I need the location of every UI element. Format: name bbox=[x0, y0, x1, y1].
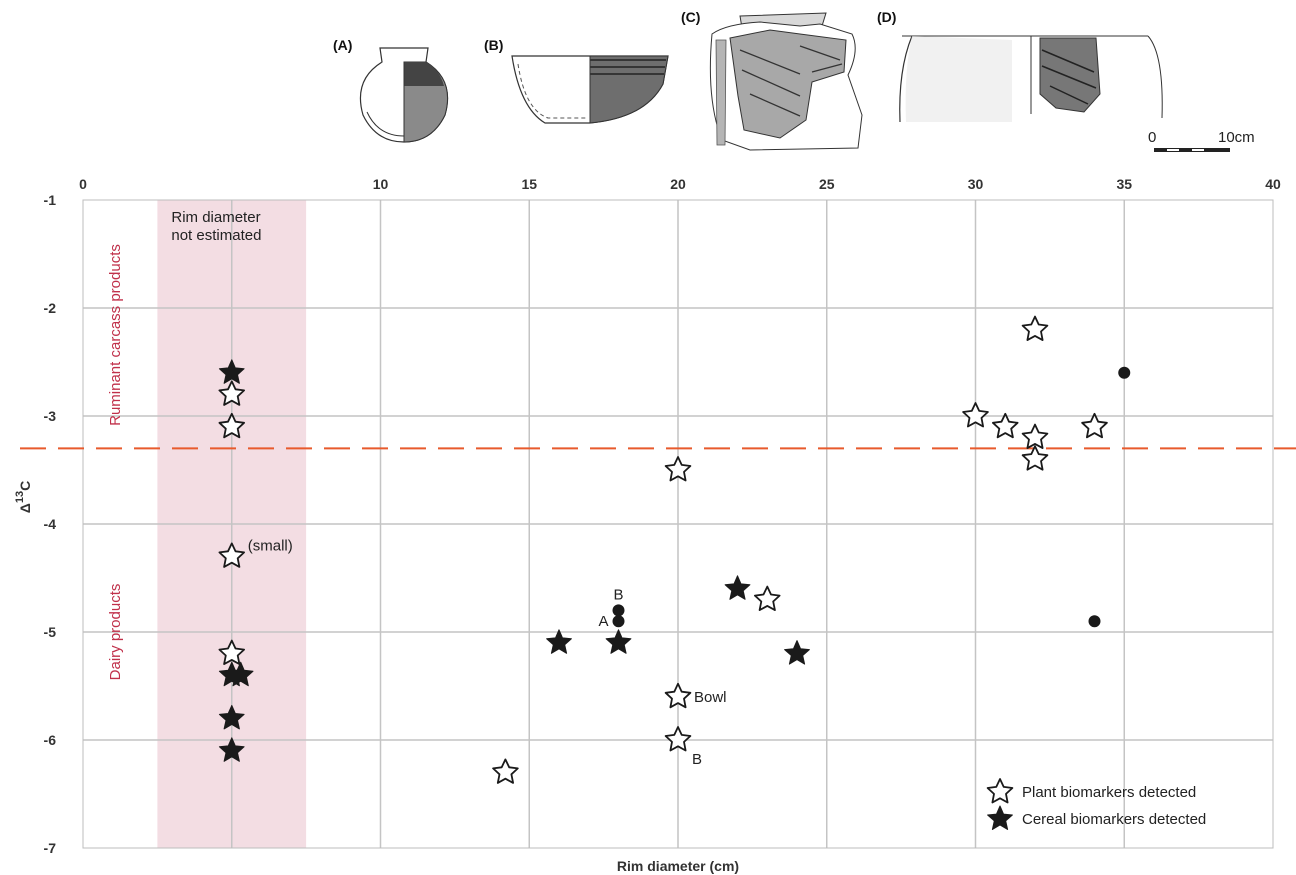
x-tick-label: 15 bbox=[521, 176, 537, 192]
vessel-drawing-c bbox=[709, 12, 863, 151]
point-annotation: B bbox=[613, 586, 623, 603]
panel-label-c: (C) bbox=[681, 9, 700, 25]
plant-biomarker-point bbox=[1021, 315, 1049, 341]
x-axis-title: Rim diameter (cm) bbox=[617, 858, 739, 874]
point-annotation: A bbox=[598, 613, 608, 630]
legend-cereal-star bbox=[987, 805, 1013, 830]
scale-bar: 0 10cm bbox=[1148, 129, 1255, 152]
dot-point bbox=[612, 604, 625, 617]
cereal-biomarker-point bbox=[218, 704, 245, 730]
x-tick-label: 35 bbox=[1116, 176, 1132, 192]
dot-point bbox=[1088, 615, 1101, 628]
plant-biomarker-point bbox=[218, 412, 245, 439]
y-axis-title-base: Δ bbox=[17, 503, 33, 513]
y-tick-label: -4 bbox=[44, 516, 57, 532]
y-tick-label: -1 bbox=[44, 192, 57, 208]
vessel-drawing-a bbox=[359, 47, 449, 143]
plant-biomarker-point bbox=[1021, 423, 1049, 449]
scale-bar-end: 10cm bbox=[1218, 129, 1255, 146]
y-tick-label: -2 bbox=[44, 300, 57, 316]
y-axis-title-tail: C bbox=[17, 481, 33, 491]
plant-biomarker-point bbox=[218, 542, 245, 568]
cereal-biomarker-point bbox=[227, 661, 254, 687]
legend-plant-icon bbox=[986, 778, 1014, 804]
vessel-drawing-b bbox=[511, 55, 669, 124]
x-tick-label: 40 bbox=[1265, 176, 1281, 192]
plant-biomarker-point bbox=[492, 758, 519, 784]
cereal-biomarker-point bbox=[218, 359, 245, 384]
vessel-drawing-d bbox=[899, 35, 1163, 123]
y-tick-labels: -1 -2 -3 -4 -5 -6 -7 bbox=[44, 192, 57, 856]
y-tick-label: -3 bbox=[44, 408, 57, 424]
plant-biomarker-point bbox=[1081, 412, 1108, 439]
plant-biomarker-point bbox=[664, 456, 692, 482]
cereal-biomarker-point bbox=[218, 737, 245, 762]
point-annotation: Bowl bbox=[694, 689, 727, 706]
plant-biomarker-point bbox=[962, 402, 989, 428]
legend-plant-star bbox=[986, 778, 1014, 804]
plot-frame bbox=[82, 199, 1274, 849]
x-tick-label: 30 bbox=[968, 176, 984, 192]
data-markers bbox=[218, 315, 1131, 784]
plant-biomarker-point bbox=[992, 412, 1019, 439]
x-tick-label: 20 bbox=[670, 176, 686, 192]
plant-biomarker-point bbox=[1021, 445, 1049, 471]
legend-plant-label: Plant biomarkers detected bbox=[1022, 784, 1196, 801]
y-tick-label: -5 bbox=[44, 624, 57, 640]
zone-label-dairy: Dairy products bbox=[107, 584, 124, 681]
panel-label-a: (A) bbox=[333, 37, 352, 53]
dot-point bbox=[1118, 366, 1131, 379]
y-axis-title: Δ13C bbox=[14, 481, 33, 513]
cereal-biomarker-point bbox=[724, 575, 751, 600]
legend: Plant biomarkers detected Cereal biomark… bbox=[986, 778, 1206, 830]
plant-biomarker-point bbox=[218, 380, 245, 406]
shaded-region-label-line2: not estimated bbox=[171, 227, 261, 244]
plant-biomarker-point bbox=[218, 639, 245, 665]
point-annotation: (small) bbox=[248, 537, 293, 554]
cereal-biomarker-point bbox=[546, 629, 572, 654]
y-axis-title-superscript: 13 bbox=[14, 491, 26, 503]
cereal-biomarker-point bbox=[605, 629, 632, 654]
x-tick-label: 0 bbox=[79, 176, 87, 192]
plant-biomarker-point bbox=[664, 726, 692, 752]
dot-point bbox=[612, 615, 625, 628]
plant-biomarker-point bbox=[754, 585, 781, 611]
plant-biomarker-point bbox=[664, 682, 692, 709]
panel-label-d: (D) bbox=[877, 9, 896, 25]
y-tick-label: -6 bbox=[44, 732, 57, 748]
cereal-biomarker-point bbox=[784, 640, 810, 665]
y-tick-label: -7 bbox=[44, 840, 57, 856]
point-annotation: B bbox=[692, 751, 702, 768]
x-tick-label: 25 bbox=[819, 176, 835, 192]
zone-label-ruminant: Ruminant carcass products bbox=[107, 244, 124, 426]
legend-cereal-label: Cereal biomarkers detected bbox=[1022, 811, 1206, 828]
pottery-panels: (A) (B) (C) (D) bbox=[333, 9, 1255, 152]
shaded-region-label-line1: Rim diameter bbox=[171, 209, 260, 226]
panel-label-b: (B) bbox=[484, 37, 503, 53]
x-tick-labels: 0 10 15 20 25 30 35 40 bbox=[79, 176, 1281, 192]
x-tick-label: 10 bbox=[373, 176, 389, 192]
scale-bar-start: 0 bbox=[1148, 129, 1156, 146]
legend-cereal-icon bbox=[987, 805, 1013, 830]
